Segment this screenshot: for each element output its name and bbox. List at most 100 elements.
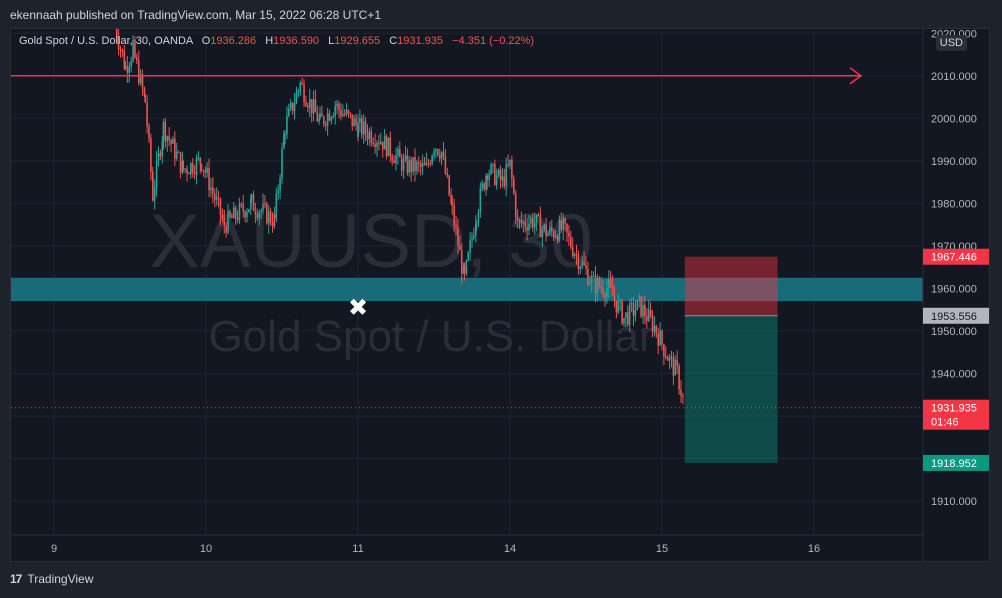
- candle-body: [543, 224, 545, 229]
- candle-body: [177, 152, 180, 154]
- candle-body: [303, 84, 305, 103]
- header-bar: ekennaah published on TradingView.com, M…: [0, 0, 1002, 28]
- candle-body: [490, 164, 492, 174]
- candle-body: [328, 113, 331, 121]
- candle-body: [208, 168, 210, 191]
- candle-body: [646, 316, 648, 322]
- candle-body: [431, 155, 433, 165]
- candle-body: [501, 176, 504, 181]
- candle-body: [172, 138, 174, 144]
- candle-body: [330, 117, 333, 121]
- candle-body: [632, 303, 635, 316]
- candle-body: [361, 117, 363, 135]
- candle-body: [210, 187, 212, 191]
- chart-panel[interactable]: XAUUSD, 30 Gold Spot / U.S. Dollar ✖ 1910.0…: [10, 28, 990, 562]
- candle-body: [152, 195, 154, 201]
- price-chart[interactable]: XAUUSD, 30 Gold Spot / U.S. Dollar✖ 1910.0…: [11, 29, 990, 562]
- watermark-ticker: XAUUSD, 30: [149, 199, 593, 284]
- candle-body: [295, 92, 298, 104]
- price-tick-label: 1980.000: [931, 198, 977, 210]
- candle-body: [269, 211, 272, 223]
- candle-body: [124, 65, 127, 69]
- candle-body: [438, 154, 441, 159]
- candle-body: [433, 150, 435, 156]
- candle-body: [301, 82, 303, 85]
- candle-body: [225, 225, 227, 233]
- candle-body: [146, 102, 148, 127]
- stop-loss-zone: [684, 256, 778, 316]
- candle-body: [242, 204, 245, 212]
- candle-body: [252, 194, 255, 211]
- price-tick-label: 2020.000: [931, 29, 977, 40]
- candle-body: [291, 102, 294, 111]
- candle-body: [284, 134, 286, 136]
- candle-body: [583, 261, 585, 266]
- candle-body: [324, 123, 327, 126]
- candle-body: [340, 109, 342, 117]
- candle-body: [640, 296, 642, 317]
- candle-body: [126, 65, 129, 73]
- candle-body: [469, 240, 471, 253]
- candle-body: [571, 246, 574, 256]
- candle-body: [297, 90, 300, 93]
- candle-body: [609, 279, 612, 286]
- candle-body: [644, 304, 646, 317]
- candle-body: [244, 211, 246, 218]
- candle-body: [334, 106, 336, 108]
- candle-body: [419, 163, 422, 167]
- candle-body: [467, 252, 469, 261]
- price-tick-label: 1960.000: [931, 283, 977, 295]
- candle-body: [174, 138, 176, 159]
- candle-body: [615, 300, 618, 313]
- candle-body: [435, 149, 437, 151]
- candle-body: [674, 360, 677, 376]
- candle-body: [215, 197, 218, 200]
- time-tick-label: 16: [808, 543, 820, 555]
- candle-body: [495, 175, 498, 185]
- candle-body: [653, 325, 656, 332]
- price-tick-label: 2010.000: [931, 71, 977, 83]
- candle-body: [353, 118, 355, 127]
- candle-body: [374, 144, 376, 147]
- candle-body: [659, 330, 661, 346]
- change-value: −4.351 (−0.22%): [452, 35, 535, 47]
- candle-body: [323, 116, 325, 124]
- candle-body: [395, 155, 397, 164]
- candle-body: [250, 194, 253, 199]
- candle-body: [162, 121, 165, 141]
- candle-body: [444, 155, 447, 174]
- candle-body: [332, 115, 335, 118]
- candle-body: [349, 113, 352, 115]
- time-tick-label: 14: [504, 543, 516, 555]
- candle-body: [514, 193, 517, 218]
- candle-body: [359, 117, 361, 123]
- candle-body: [310, 99, 313, 114]
- candle-body: [271, 222, 274, 227]
- candle-body: [132, 46, 134, 62]
- candle-body: [231, 216, 233, 219]
- candle-body: [121, 49, 124, 52]
- candle-body: [600, 286, 602, 288]
- candle-body: [366, 132, 369, 140]
- resistance-zone: [11, 277, 923, 302]
- candle-body: [416, 162, 418, 172]
- candle-body: [279, 178, 281, 191]
- candle-body: [362, 121, 365, 135]
- candle-body: [305, 102, 307, 106]
- candle-body: [400, 157, 403, 171]
- candle-body: [318, 118, 321, 122]
- low-value: 1929.655: [334, 35, 381, 47]
- candle-body: [463, 265, 466, 274]
- currency-button[interactable]: USD: [935, 35, 967, 51]
- candle-body: [587, 268, 589, 285]
- brand-name: TradingView: [27, 572, 94, 586]
- candle-body: [234, 207, 237, 219]
- candle-body: [283, 134, 285, 149]
- candle-body: [168, 136, 170, 140]
- symbol-label: Gold Spot / U.S. Dollar, 30, OANDA: [19, 35, 193, 47]
- close-value: 1931.935: [397, 35, 444, 47]
- candle-body: [134, 39, 136, 58]
- price-tick-label: 2000.000: [931, 113, 977, 125]
- candle-body: [560, 220, 563, 230]
- candle-body: [391, 155, 393, 161]
